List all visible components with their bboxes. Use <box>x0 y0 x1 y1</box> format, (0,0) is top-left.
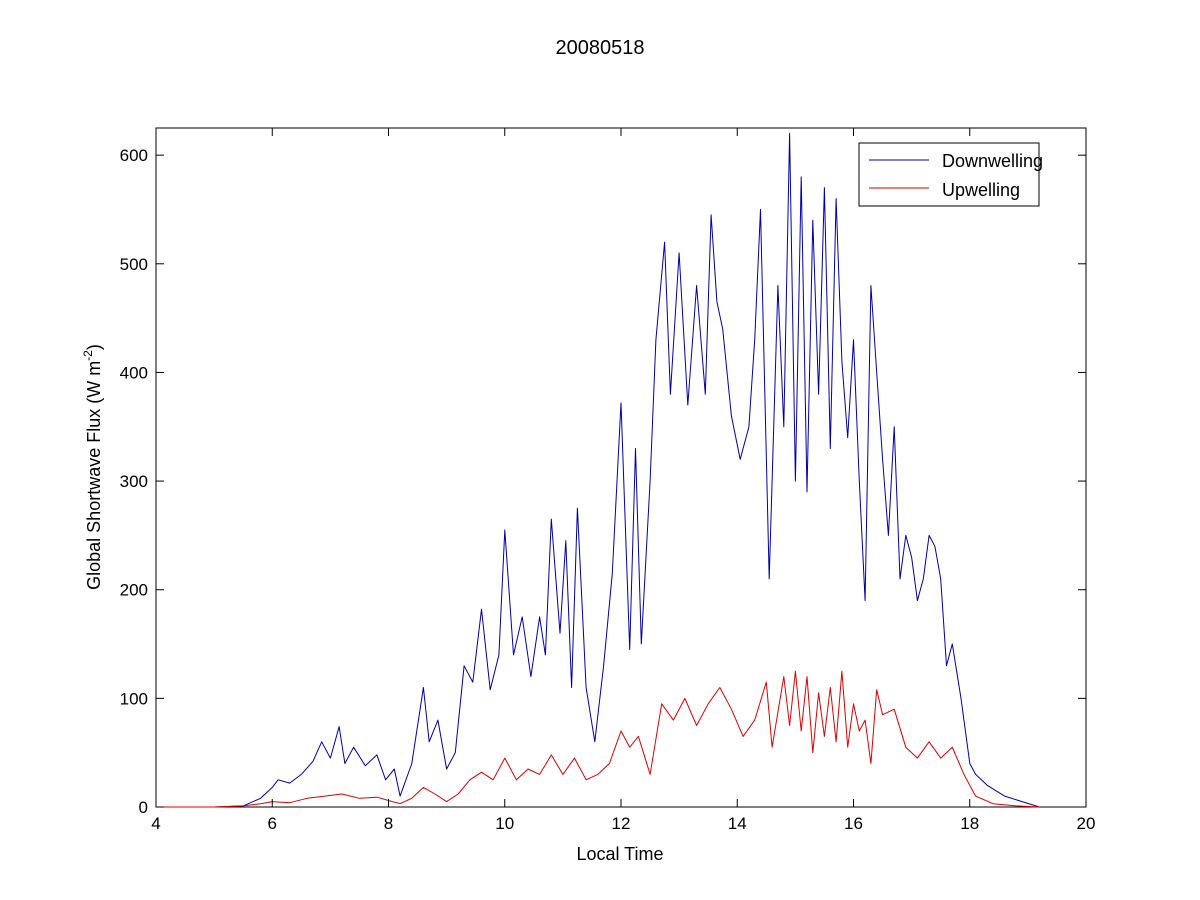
x-tick-label: 8 <box>384 814 393 833</box>
y-axis-label: Global Shortwave Flux (W m-2) <box>81 344 104 590</box>
x-tick-label: 14 <box>728 814 747 833</box>
plot-frame <box>155 127 1087 808</box>
x-tick-label: 16 <box>844 814 863 833</box>
y-axis-label-text: Global Shortwave Flux (W m <box>84 361 104 590</box>
x-tick-label: 6 <box>268 814 277 833</box>
series-layer <box>156 132 1040 808</box>
x-tick-label: 18 <box>960 814 979 833</box>
chart-title: 20080518 <box>556 37 645 59</box>
y-tick-label: 600 <box>120 146 148 165</box>
x-tick-label: 20 <box>1077 814 1096 833</box>
x-tick-label: 12 <box>612 814 631 833</box>
y-tick-label: 0 <box>139 798 148 817</box>
x-axis-label: Local Time <box>576 844 663 864</box>
y-tick-label: 100 <box>120 689 148 708</box>
legend-entry-downwelling: Downwelling <box>942 151 1043 171</box>
y-axis-label-suffix: ) <box>84 344 104 350</box>
legend-box <box>858 142 1040 207</box>
y-tick-label: 300 <box>120 472 148 491</box>
y-tick-label: 400 <box>120 363 148 382</box>
x-tick-label: 4 <box>151 814 160 833</box>
legend: Downwelling Upwelling <box>858 142 1043 207</box>
y-tick-label: 500 <box>120 255 148 274</box>
x-axis-ticks: 4 6 8 10 12 14 16 18 20 <box>151 128 1095 833</box>
y-tick-label: 200 <box>120 581 148 600</box>
series-line-downwelling <box>156 132 1040 808</box>
x-tick-label: 10 <box>495 814 514 833</box>
plot-area: 4 6 8 10 12 14 16 18 20 0 100 200 300 400 500 600 <box>120 127 1095 833</box>
legend-entry-upwelling: Upwelling <box>942 180 1020 200</box>
y-axis-label-superscript: -2 <box>81 350 95 361</box>
y-axis-ticks: 0 100 200 300 400 500 600 <box>120 146 1086 817</box>
series-line-upwelling <box>156 670 1040 808</box>
